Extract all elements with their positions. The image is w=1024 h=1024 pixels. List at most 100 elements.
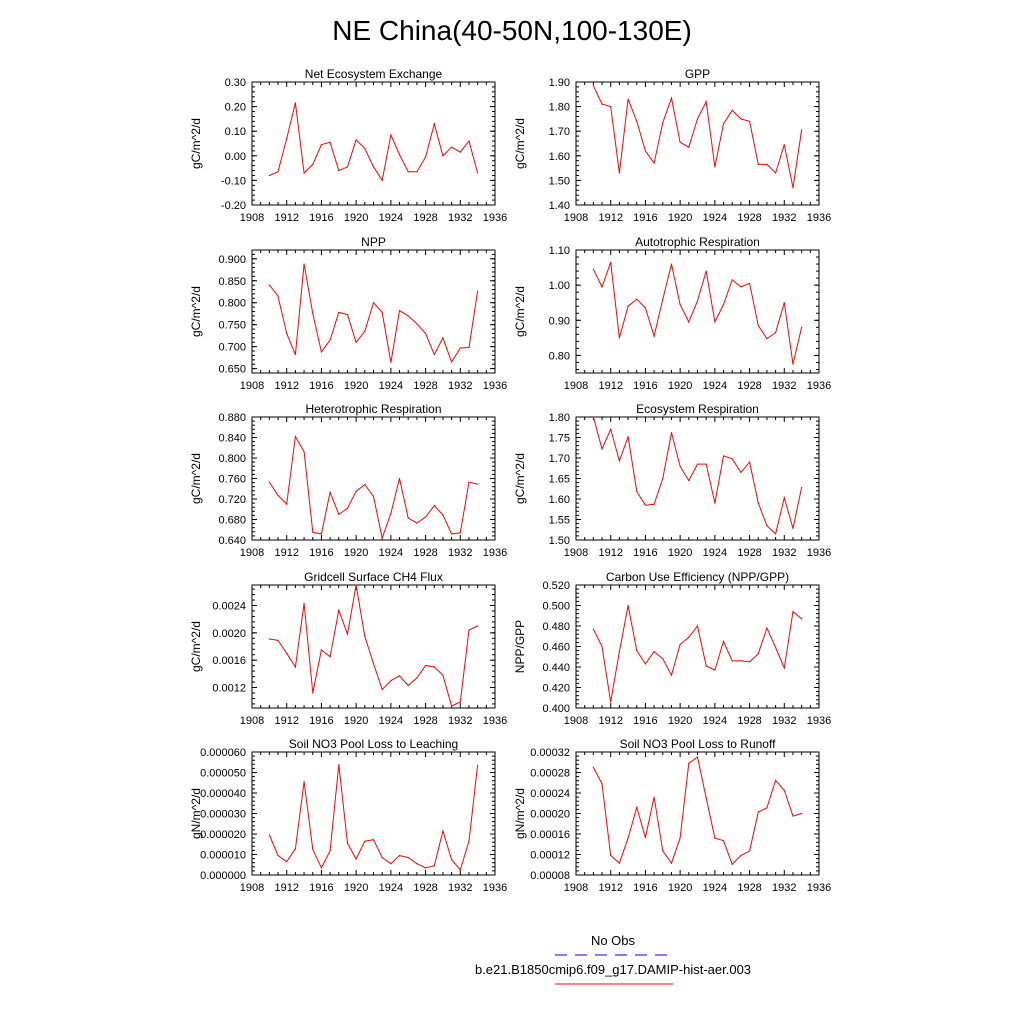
data-point xyxy=(662,850,664,852)
data-point xyxy=(424,665,427,667)
data-point xyxy=(459,869,461,871)
data-point xyxy=(662,658,664,660)
data-point xyxy=(451,859,453,861)
x-tick-label: 1924 xyxy=(379,212,403,224)
x-tick-label: 1928 xyxy=(737,715,761,727)
data-point xyxy=(433,666,435,668)
data-point xyxy=(286,652,288,654)
x-tick-label: 1936 xyxy=(807,547,831,559)
data-point xyxy=(757,811,759,813)
plot-frame xyxy=(251,416,496,541)
data-point xyxy=(346,842,349,844)
data-point xyxy=(662,298,664,300)
data-point xyxy=(277,295,279,297)
series-line xyxy=(592,85,803,188)
y-tick-label: 1.40 xyxy=(549,200,570,212)
y-tick-label: 1.80 xyxy=(549,102,570,114)
data-point xyxy=(433,353,435,356)
data-point xyxy=(618,651,620,653)
y-tick-label: 0.700 xyxy=(218,342,246,354)
data-point xyxy=(705,101,707,103)
x-tick-label: 1932 xyxy=(772,547,796,559)
data-point xyxy=(731,458,733,460)
data-point xyxy=(442,155,444,157)
data-point xyxy=(766,337,768,340)
data-point xyxy=(372,662,375,665)
data-point xyxy=(775,331,777,334)
data-point xyxy=(442,674,444,676)
y-axis-label: gC/m^2/d xyxy=(189,286,203,337)
data-point xyxy=(610,854,612,857)
y-tick-label: 1.55 xyxy=(549,515,570,527)
data-point xyxy=(451,361,453,363)
data-point xyxy=(407,684,409,687)
data-point xyxy=(390,680,392,682)
x-tick-label: 1916 xyxy=(633,882,657,894)
y-tick-label: 0.80 xyxy=(549,350,570,362)
data-point xyxy=(670,263,673,265)
legend-label-no-obs: No Obs xyxy=(591,933,636,948)
data-point xyxy=(714,321,716,323)
data-point xyxy=(312,692,314,694)
data-point xyxy=(381,688,383,691)
data-point xyxy=(381,856,383,859)
data-point xyxy=(792,187,794,189)
data-point xyxy=(644,504,647,506)
x-tick-label: 1920 xyxy=(668,380,692,392)
y-tick-label: 0.000050 xyxy=(200,768,246,780)
data-point xyxy=(627,98,629,100)
data-point xyxy=(459,532,461,534)
data-point xyxy=(601,103,603,105)
data-point xyxy=(722,455,725,457)
data-point xyxy=(740,660,742,662)
x-tick-label: 1920 xyxy=(344,380,368,392)
x-tick-label: 1908 xyxy=(564,547,588,559)
x-tick-label: 1916 xyxy=(633,715,657,727)
data-point xyxy=(286,137,288,140)
x-tick-label: 1916 xyxy=(309,715,333,727)
data-point xyxy=(792,527,794,530)
x-tick-label: 1936 xyxy=(807,212,831,224)
data-point xyxy=(679,303,681,306)
y-tick-label: 0.900 xyxy=(218,254,246,266)
data-point xyxy=(477,172,479,174)
plot-frame xyxy=(251,584,496,709)
data-point xyxy=(636,120,638,122)
panel-title: Heterotrophic Respiration xyxy=(305,402,441,416)
data-point xyxy=(320,533,323,535)
data-point xyxy=(468,481,470,483)
chart-panel: Net Ecosystem Exchange gC/m^2/d 1908 1912 19… xyxy=(189,67,507,224)
x-tick-label: 1924 xyxy=(379,715,403,727)
data-point xyxy=(670,862,673,864)
data-point xyxy=(670,97,673,99)
y-tick-label: -0.20 xyxy=(221,200,246,212)
y-tick-label: 0.00032 xyxy=(530,747,570,759)
y-tick-label: 0.0012 xyxy=(212,683,246,695)
data-point xyxy=(618,172,620,174)
x-tick-label: 1912 xyxy=(274,715,298,727)
data-point xyxy=(372,839,375,841)
data-point xyxy=(653,162,655,164)
x-tick-label: 1936 xyxy=(483,380,507,392)
y-tick-label: 0.000030 xyxy=(200,809,246,821)
data-point xyxy=(364,635,366,637)
data-point xyxy=(748,120,751,122)
data-point xyxy=(416,522,418,524)
y-tick-label: 0.800 xyxy=(218,298,246,310)
x-tick-label: 1936 xyxy=(483,212,507,224)
x-tick-label: 1908 xyxy=(240,715,264,727)
data-point xyxy=(722,640,725,642)
y-tick-label: 0.400 xyxy=(542,703,570,715)
data-point xyxy=(416,171,418,173)
panel-title: Gridcell Surface CH4 Flux xyxy=(304,570,443,584)
data-point xyxy=(705,463,707,465)
data-point xyxy=(329,339,331,341)
data-point xyxy=(338,764,340,766)
data-point xyxy=(355,139,357,141)
data-point xyxy=(468,140,470,142)
data-point xyxy=(477,290,479,292)
x-tick-label: 1908 xyxy=(564,715,588,727)
data-point xyxy=(592,628,594,630)
x-tick-label: 1928 xyxy=(737,547,761,559)
x-tick-label: 1920 xyxy=(344,715,368,727)
